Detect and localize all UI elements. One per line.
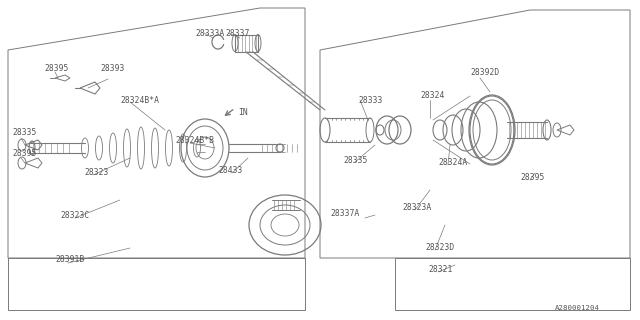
Text: 28433: 28433 <box>218 165 243 174</box>
Text: 28337: 28337 <box>225 28 250 37</box>
Text: 28324B*B: 28324B*B <box>175 135 214 145</box>
Text: 28323A: 28323A <box>402 204 431 212</box>
Text: 28333A: 28333A <box>195 28 224 37</box>
Text: 28323C: 28323C <box>60 211 89 220</box>
Text: 28393: 28393 <box>100 63 124 73</box>
Text: 28324: 28324 <box>420 91 444 100</box>
Text: IN: IN <box>238 108 248 116</box>
Text: 28321: 28321 <box>428 266 452 275</box>
Text: 28324A: 28324A <box>438 157 467 166</box>
Text: 28335: 28335 <box>343 156 367 164</box>
Text: 28392D: 28392D <box>470 68 499 76</box>
Text: 28395: 28395 <box>44 63 68 73</box>
Text: 28333: 28333 <box>358 95 382 105</box>
Text: A280001204: A280001204 <box>555 305 600 311</box>
Text: 28323: 28323 <box>84 167 108 177</box>
Text: 28324B*A: 28324B*A <box>120 95 159 105</box>
Text: 28323D: 28323D <box>425 244 454 252</box>
Text: 28337A: 28337A <box>330 209 359 218</box>
Text: 28395: 28395 <box>12 148 36 157</box>
Text: 28395: 28395 <box>520 172 545 181</box>
Text: 28391B: 28391B <box>55 255 84 265</box>
Text: 28335: 28335 <box>12 127 36 137</box>
